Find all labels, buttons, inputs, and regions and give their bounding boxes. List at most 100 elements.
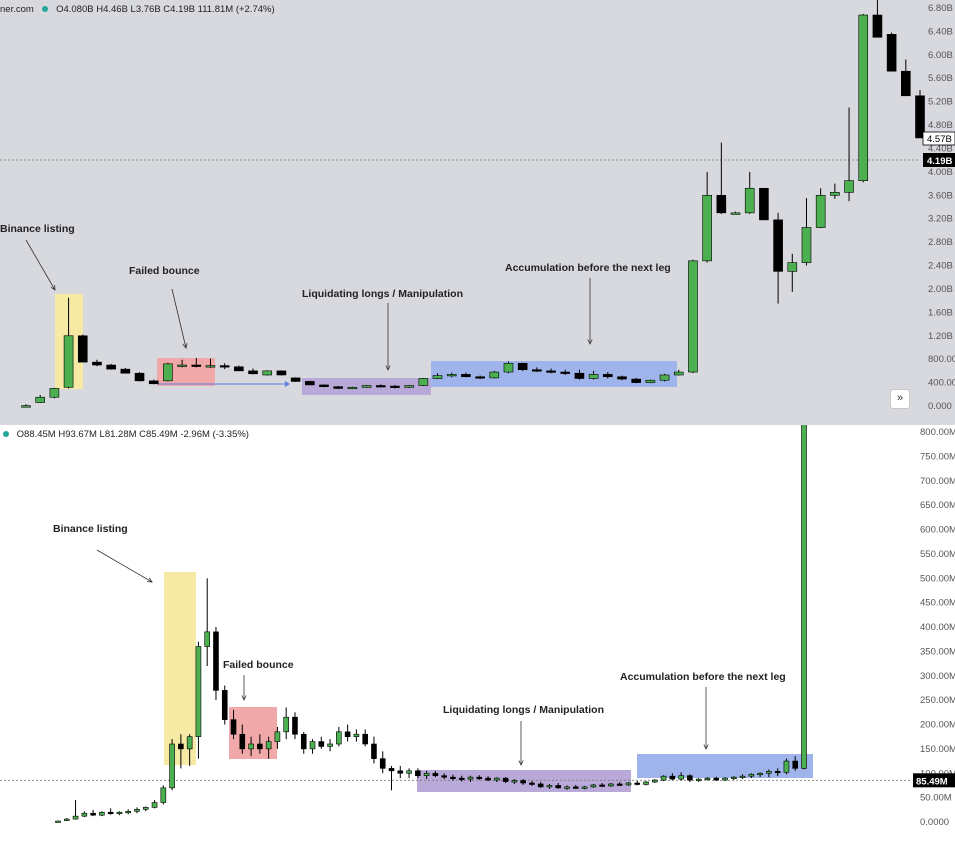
candle-body: [248, 370, 258, 375]
candle-body: [77, 335, 88, 363]
y-tick-label: 50.00M: [920, 793, 952, 804]
candle-body: [213, 631, 219, 691]
candle-body: [362, 733, 368, 745]
candle-body: [353, 733, 360, 737]
candle-body: [815, 194, 826, 228]
candle-body: [730, 776, 737, 779]
candle-body: [901, 70, 911, 97]
candle-body: [713, 777, 720, 781]
candle-body: [239, 733, 246, 750]
candle-body: [107, 811, 114, 815]
candle-body: [599, 784, 605, 787]
status-dot-icon: [3, 431, 9, 438]
candle-body: [441, 775, 447, 778]
annotation-arrow-head: [50, 284, 56, 291]
y-tick-label: 550.00M: [920, 549, 955, 560]
candle-body: [748, 773, 755, 777]
candle-body: [248, 743, 254, 750]
y-tick-label: 0.0000: [920, 817, 949, 828]
candle-body: [520, 780, 526, 784]
candle-body: [704, 777, 711, 780]
y-tick-label: 2.40B: [928, 261, 953, 272]
bottom-ohlc-values: O88.45M H93.67M L81.28M C85.49M -2.96M (…: [16, 429, 249, 440]
candle-body: [678, 775, 684, 780]
candle-body: [485, 777, 491, 781]
bottom-candlestick-chart[interactable]: 0.000050.00M100.00M150.00M200.00M250.00M…: [0, 425, 955, 845]
candle-body: [858, 14, 869, 181]
annotation-binance-listing: Binance listing: [53, 523, 128, 535]
candle-body: [716, 194, 727, 214]
candle-body: [327, 743, 333, 747]
candle-body: [142, 807, 149, 810]
candle-body: [81, 812, 88, 817]
y-tick-label: 450.00M: [920, 598, 955, 609]
candle-body: [625, 782, 632, 786]
candle-body: [467, 776, 474, 780]
y-tick-label: 500.00M: [920, 573, 955, 584]
candle-body: [397, 770, 404, 774]
candle-body: [645, 379, 656, 383]
candle-body: [134, 372, 145, 382]
y-tick-label: 4.40B: [928, 143, 953, 154]
candle-body: [318, 741, 325, 747]
candle-body: [406, 770, 412, 774]
bottom-ohlc-legend: O88.45M H93.67M L81.28M C85.49M -2.96M (…: [0, 429, 249, 440]
candle-body: [125, 810, 132, 814]
double-chevron-right-icon[interactable]: »: [890, 389, 910, 409]
candle-body: [801, 227, 812, 263]
candle-body: [375, 385, 386, 388]
y-tick-label: 400.00M: [928, 378, 955, 389]
top-candlestick-chart[interactable]: 0.000 400.00M 800.00M 1.20B 1.60B 2.00B 2.40B 2…: [0, 0, 955, 425]
candle-body: [555, 785, 562, 789]
candle-body: [148, 380, 159, 385]
candle-body: [669, 775, 676, 780]
candle-body: [390, 385, 400, 388]
y-tick-label: 5.20B: [928, 97, 953, 108]
candle-body: [702, 194, 712, 262]
annotation-failed-bounce: Failed bounce: [129, 265, 200, 277]
y-tick-label: 150.00M: [920, 744, 955, 755]
candle-body: [347, 386, 358, 390]
candle-body: [792, 760, 799, 769]
close-price-badge-bg: [923, 153, 955, 167]
candle-body: [265, 741, 272, 750]
candle-body: [458, 777, 465, 780]
candle-body: [379, 758, 386, 769]
annotation-arrow-head: [518, 760, 524, 766]
status-dot-icon: [42, 6, 49, 13]
candle-body: [336, 731, 342, 745]
candle-body: [773, 219, 783, 272]
candle-body: [617, 376, 627, 380]
y-tick-label: 3.60B: [928, 190, 953, 201]
candle-body: [204, 631, 210, 647]
candle-body: [489, 371, 500, 379]
candle-body: [371, 743, 377, 759]
candle-body: [783, 760, 790, 773]
bottom-chart-panel[interactable]: O88.45M H93.67M L81.28M C85.49M -2.96M (…: [0, 425, 955, 845]
top-site-fragment: ner.com: [0, 4, 34, 15]
close-price-badge: 85.49M: [916, 776, 948, 787]
candle-body: [177, 364, 187, 367]
candle-body: [660, 775, 667, 781]
candle-body: [163, 363, 173, 382]
candle-body: [590, 784, 597, 788]
y-tick-label: 6.80B: [928, 3, 953, 14]
candle-body: [178, 743, 184, 750]
y-tick-label: 2.00B: [928, 284, 953, 295]
top-chart-panel[interactable]: ner.com O4.080B H4.46B L3.76B C4.19B 111…: [0, 0, 955, 425]
candle-body: [234, 366, 244, 372]
prev-price-badge: 4.57B: [927, 134, 952, 145]
candle-body: [573, 786, 579, 789]
candle-body: [219, 365, 230, 368]
candle-body: [730, 212, 741, 215]
candle-body: [432, 772, 439, 776]
candle-body: [292, 716, 298, 735]
y-tick-label: 200.00M: [920, 720, 955, 731]
y-tick-label: 4.00B: [928, 167, 953, 178]
candle-body: [344, 731, 351, 737]
candle-body: [221, 690, 228, 720]
candle-body: [502, 777, 509, 782]
candle-body: [872, 14, 883, 38]
candle-body: [257, 743, 263, 750]
annotation-accumulation: Accumulation before the next leg: [620, 671, 786, 683]
